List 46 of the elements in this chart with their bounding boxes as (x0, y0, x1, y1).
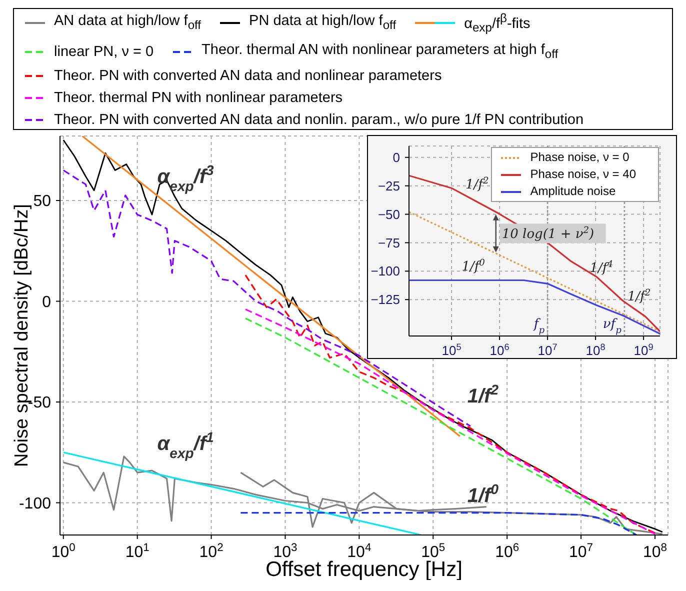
x-axis-title: Offset frequency [Hz] (266, 558, 462, 581)
legend-label: linear PN, ν = 0 (54, 42, 154, 62)
x-tick-label: 10$^{3}$ (273, 542, 298, 561)
legend-label: Theor. thermal PN with nonlinear parameters (54, 88, 343, 108)
annotation: 1/f$^{2}$ (627, 288, 651, 305)
y-tick-label: 0 (392, 150, 400, 165)
y-tick-label: −100 (370, 264, 400, 279)
x-tick-label: 10$^{0}$ (51, 542, 76, 561)
y-tick-label: -100 (18, 495, 52, 512)
x-tick-label: 10$^{5}$ (421, 542, 446, 561)
annotation: 10 log(1 + ν$^{2}$) (502, 226, 594, 242)
y-tick-label: −75 (378, 235, 400, 250)
annotation: 1/f$^{2}$ (467, 381, 499, 408)
y-tick-label: 0 (42, 294, 52, 311)
ref-line-label: f$_{p}$ (532, 317, 545, 336)
annotation: 1/f$^{4}$ (590, 260, 614, 276)
y-tick-label: 50 (33, 193, 52, 210)
legend-label: Phase noise, ν = 40 (530, 166, 636, 183)
annotation: α$_{exp}$/f$^{3}$ (157, 162, 214, 194)
legend-label: Theor. thermal AN with nonlinear parameters at high f$_{off}$ (202, 40, 558, 63)
legend-label: Theor. PN with converted AN data and nonlinear parameters (54, 66, 442, 86)
legend-label: Phase noise, ν = 0 (530, 149, 630, 166)
x-tick-label: 10$^{6}$ (495, 542, 520, 561)
x-tick-label: 10$^{2}$ (199, 542, 224, 561)
x-tick-label: 10$^{5}$ (442, 342, 462, 358)
x-tick-label: 10$^{9}$ (634, 342, 654, 358)
x-tick-label: 10$^{7}$ (569, 542, 594, 561)
annotation: 1/f$^{2}$ (465, 176, 489, 193)
annotation: α$_{exp}$/f$^{1}$ (157, 429, 214, 462)
legend-label: α$_{exp}$/f$^{β}$-fits (464, 10, 530, 37)
x-tick-label: 10$^{8}$ (642, 542, 667, 561)
legend-label: Theor. PN with converted AN data and nonlin. param., w/o pure 1/f PN contribution (54, 110, 584, 130)
annotation: 1/f$^{0}$ (467, 481, 499, 508)
x-tick-label: 10$^{1}$ (125, 542, 150, 561)
legend-label: AN data at high/low f$_{off}$ (54, 12, 202, 34)
x-tick-label: 10$^{8}$ (586, 342, 606, 358)
x-tick-label: 10$^{4}$ (347, 542, 372, 561)
legend-label: PN data at high/low f$_{off}$ (249, 12, 396, 34)
y-tick-label: −50 (378, 206, 400, 222)
legend-label: Amplitude noise (530, 183, 616, 200)
y-tick-label: −25 (378, 178, 400, 194)
annotation: 1/f$^{0}$ (462, 258, 486, 274)
y-tick-label: −125 (370, 292, 400, 308)
x-tick-label: 10$^{7}$ (538, 342, 558, 358)
x-tick-label: 10$^{6}$ (490, 342, 510, 358)
ref-line-label: νf$_{p}$ (602, 317, 622, 336)
